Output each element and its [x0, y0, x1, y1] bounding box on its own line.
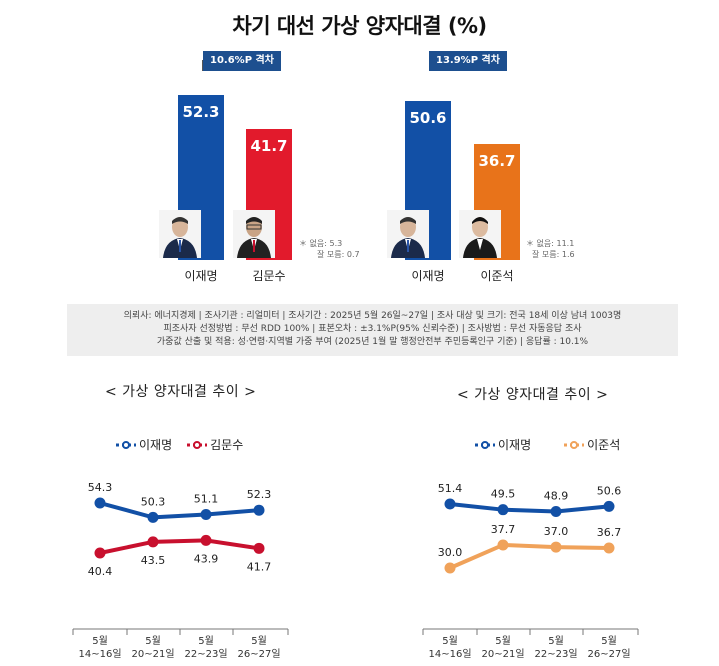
data-label: 52.3 [247, 488, 272, 501]
candidate-photo-이재명 [159, 210, 201, 258]
name-label-김문수: 김문수 [252, 269, 286, 283]
methodology-line-3: 가중값 산출 및 적용: 성·연령·지역별 가중 부여 (2025년 1월 말 … [156, 337, 589, 347]
legend-item-이재명-right: 이재명 [474, 436, 531, 453]
page-title: 차기 대선 가상 양자대결 (%) [232, 14, 487, 38]
data-label: 37.7 [491, 523, 516, 536]
legend-label: 김문수 [210, 438, 244, 452]
legend-line-icon [564, 440, 585, 449]
data-point [147, 536, 159, 548]
data-label: 40.4 [88, 565, 113, 578]
series-line-이준석 [449, 542, 610, 570]
methodology-line-2: 피조사자 선정방법 : 무선 RDD 100% | 표본오차 : ±3.1%P(… [163, 324, 582, 334]
series-line-이재명 [99, 501, 260, 520]
legend-item-김문수: 김문수 [186, 436, 243, 453]
x-tick-label: 5월 [601, 635, 617, 647]
note-none: ＊ 없음: 5.3 [299, 239, 343, 248]
legend-line-icon [116, 440, 136, 449]
data-label: 30.0 [438, 546, 463, 559]
x-tick-label: 20~21일 [481, 648, 524, 660]
data-label: 36.7 [597, 526, 622, 539]
data-point [603, 500, 615, 512]
data-point [200, 509, 212, 521]
data-point [603, 542, 615, 554]
note-none: ＊ 없음: 11.1 [526, 239, 575, 248]
x-tick-label: 5월 [251, 635, 267, 647]
x-tick-label: 26~27일 [237, 648, 280, 660]
data-label: 54.3 [88, 481, 113, 494]
data-point [253, 542, 265, 554]
data-point [550, 505, 562, 517]
data-point [147, 511, 159, 523]
left-bar-notes: ＊ 없음: 5.3 잘 모름: 0.7 [299, 238, 360, 260]
data-point [94, 497, 106, 509]
data-label: 43.5 [141, 554, 166, 567]
left-trend-chart: 5월14~16일5월20~21일5월22~23일5월26~27일54.350.3… [72, 481, 289, 660]
data-point [200, 534, 212, 546]
name-label-이재명: 이재명 [184, 269, 218, 283]
x-tick-label: 5월 [92, 635, 108, 647]
x-tick-label: 5월 [198, 635, 214, 647]
left-gap-badge: 10.6%P 격차 [203, 51, 281, 71]
bar-value: 52.3 [182, 103, 220, 122]
candidate-photo-이준석 [459, 210, 501, 258]
right-bar-notes: ＊ 없음: 11.1 잘 모름: 1.6 [526, 238, 575, 260]
x-tick-label: 5월 [495, 635, 511, 647]
x-tick-label: 5월 [442, 635, 458, 647]
survey-methodology: 의뢰사: 에너지경제 | 조사기관 : 리얼미터 | 조사기간 : 2025년 … [67, 304, 678, 356]
x-tick-label: 20~21일 [131, 648, 174, 660]
right-trend-title: < 가상 양자대결 추이 > [457, 387, 609, 403]
data-label: 49.5 [491, 488, 516, 501]
x-tick-label: 5월 [145, 635, 161, 647]
right-gap-badge: 13.9%P 격차 [429, 51, 507, 71]
legend-item-이재명: 이재명 [115, 436, 172, 453]
methodology-line-1: 의뢰사: 에너지경제 | 조사기관 : 리얼미터 | 조사기간 : 2025년 … [123, 311, 622, 321]
note-unknown: 잘 모름: 1.6 [532, 250, 575, 259]
legend-line-icon [187, 440, 208, 449]
note-unknown: 잘 모름: 0.7 [317, 250, 360, 259]
candidate-photo-이재명-right [387, 210, 429, 258]
left-legend: 이재명 김문수 [115, 436, 257, 453]
data-label: 43.9 [194, 552, 219, 565]
series-line-이재명 [449, 502, 610, 514]
data-label: 50.3 [141, 495, 166, 508]
bar-value: 36.7 [478, 152, 516, 171]
data-point [444, 498, 456, 510]
data-point [497, 504, 509, 516]
data-point [94, 547, 106, 559]
series-line-김문수 [99, 538, 260, 555]
bar-value: 41.7 [250, 136, 288, 155]
legend-label: 이준석 [587, 438, 621, 452]
x-tick-label: 14~16일 [78, 648, 121, 660]
legend-label: 이재명 [139, 438, 173, 452]
x-tick-label: 22~23일 [534, 648, 577, 660]
left-trend-title: < 가상 양자대결 추이 > [105, 384, 257, 400]
data-label: 48.9 [544, 489, 569, 502]
legend-item-이준석: 이준석 [563, 436, 620, 453]
x-tick-label: 26~27일 [587, 648, 630, 660]
data-label: 51.1 [194, 493, 219, 506]
right-legend: 이재명 이준석 [474, 436, 634, 453]
bar-value: 50.6 [409, 108, 447, 127]
name-label-이준석: 이준석 [480, 269, 514, 283]
x-tick-label: 14~16일 [428, 648, 471, 660]
x-tick-label: 22~23일 [184, 648, 227, 660]
data-point [444, 562, 456, 574]
data-label: 51.4 [438, 482, 463, 495]
candidate-photo-김문수 [233, 210, 275, 258]
data-point [550, 541, 562, 553]
data-point [497, 539, 509, 551]
legend-line-icon [475, 440, 495, 449]
data-label: 41.7 [247, 560, 272, 573]
name-label-이재명-right: 이재명 [411, 269, 445, 283]
legend-label: 이재명 [498, 438, 532, 452]
x-tick-label: 5월 [548, 635, 564, 647]
data-label: 37.0 [544, 525, 569, 538]
data-label: 50.6 [597, 484, 622, 497]
data-point [253, 504, 265, 516]
